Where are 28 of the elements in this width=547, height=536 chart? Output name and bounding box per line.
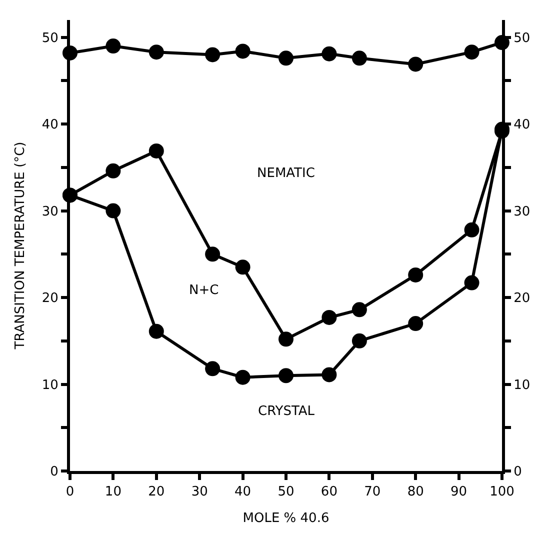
y2-tick-label: 20 (514, 291, 530, 306)
x-tick-label: 90 (450, 484, 468, 500)
y-tick-label: 40 (42, 118, 58, 133)
x-tick-label: 40 (234, 484, 252, 500)
annotation: CRYSTAL (258, 404, 316, 419)
annotation: NEMATIC (257, 166, 315, 181)
y2-tick-label: 10 (514, 378, 530, 393)
x-tick-label: 100 (490, 484, 514, 500)
x-tick-label: 60 (320, 484, 338, 500)
x-tick-label: 80 (407, 484, 424, 500)
y-tick-label: 50 (42, 30, 58, 46)
y2-tick-label: 0 (514, 464, 522, 480)
y-tick-label: 10 (42, 378, 58, 393)
y2-tick-label: 50 (514, 30, 530, 46)
y2-tick-label: 30 (514, 204, 530, 220)
x-tick-label: 20 (148, 484, 165, 500)
y-tick-label: 30 (42, 204, 58, 220)
x-tick-label: 30 (191, 484, 208, 500)
x-tick-label: 70 (364, 484, 381, 500)
x-tick-label: 0 (66, 484, 74, 500)
y-axis-title: TRANSITION TEMPERATURE (°C) (12, 142, 28, 350)
y2-tick-label: 40 (514, 118, 530, 133)
annotation: N+C (189, 283, 219, 298)
y-tick-label: 0 (50, 464, 58, 480)
x-tick-label: 50 (278, 484, 294, 500)
y-tick-label: 20 (42, 291, 58, 306)
x-axis-title: MOLE % 40.6 (242, 511, 330, 526)
x-tick-label: 10 (104, 484, 122, 500)
